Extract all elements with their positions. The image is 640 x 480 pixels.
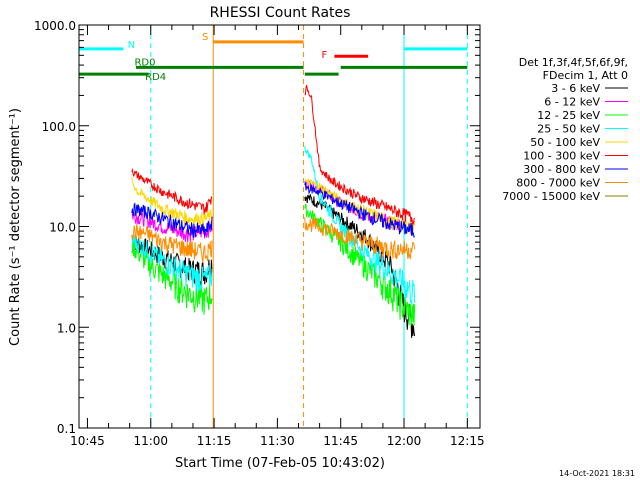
x-tick-label-5: 12:00 (387, 434, 422, 448)
legend-header-1: FDecim 1, Att 0 (543, 69, 628, 82)
x-tick-label-0: 10:45 (70, 434, 105, 448)
series-line-6-p1 (131, 202, 213, 238)
flag-label-rd0: RD0 (134, 57, 155, 68)
x-tick-label-1: 11:00 (133, 434, 168, 448)
data-series-layer (131, 84, 416, 338)
series-line-4-p2 (304, 178, 416, 234)
flag-bars-layer: N S F RD0 RD4 (79, 32, 468, 83)
legend-label-7: 800 - 7000 keV (516, 177, 600, 190)
y-tick-label-1: 1.0 (57, 321, 76, 335)
y-tick-label-0: 0.1 (57, 422, 76, 436)
flag-label-f: F (321, 50, 327, 61)
y-tick-label-4: 1000.0 (34, 19, 76, 33)
legend-label-1: 6 - 12 keV (544, 96, 600, 109)
series-line-3-p1 (131, 234, 213, 292)
flag-label-n: N (128, 40, 135, 51)
legend-label-2: 12 - 25 keV (537, 109, 600, 122)
legend-label-8: 7000 - 15000 keV (502, 190, 600, 203)
flag-label-s: S (202, 32, 208, 43)
legend-label-0: 3 - 6 keV (551, 82, 600, 95)
legend: Det 1f,3f,4f,5f,6f,9f,FDecim 1, Att 03 -… (502, 56, 628, 203)
x-tick-label-2: 11:15 (197, 434, 232, 448)
legend-header-0: Det 1f,3f,4f,5f,6f,9f, (519, 56, 628, 69)
legend-label-3: 25 - 50 keV (537, 123, 600, 136)
legend-label-4: 50 - 100 keV (530, 136, 600, 149)
chart-title: RHESSI Count Rates (210, 5, 351, 21)
x-tick-label-3: 11:30 (260, 434, 295, 448)
legend-label-5: 100 - 300 keV (523, 150, 600, 163)
series-line-7-p2 (304, 217, 416, 260)
axes-layer: 0.1 1.0 10.0 100.0 1000.0 10:45 11:00 11:15 11:3… (34, 19, 485, 448)
series-line-7-p1 (131, 223, 213, 263)
series-line-4-p1 (131, 177, 213, 227)
y-tick-label-3: 100.0 (42, 120, 76, 134)
series-line-5-p1 (131, 167, 213, 215)
series-line-2-p2 (304, 203, 416, 326)
series-line-3-p2 (304, 145, 416, 304)
y-axis-label: Count Rate (s⁻¹ detector segment⁻¹) (8, 108, 23, 346)
footer-timestamp: 14-Oct-2021 18:31 (559, 469, 635, 478)
series-line-6-p2 (304, 181, 415, 239)
x-tick-label-4: 11:45 (323, 434, 358, 448)
x-axis-label: Start Time (07-Feb-05 10:43:02) (175, 456, 385, 471)
y-tick-label-2: 10.0 (49, 221, 76, 235)
x-tick-label-6: 12:15 (450, 434, 485, 448)
flag-label-rd4: RD4 (145, 72, 166, 83)
series-line-5-p2 (304, 84, 416, 226)
legend-label-6: 300 - 800 keV (523, 163, 600, 176)
